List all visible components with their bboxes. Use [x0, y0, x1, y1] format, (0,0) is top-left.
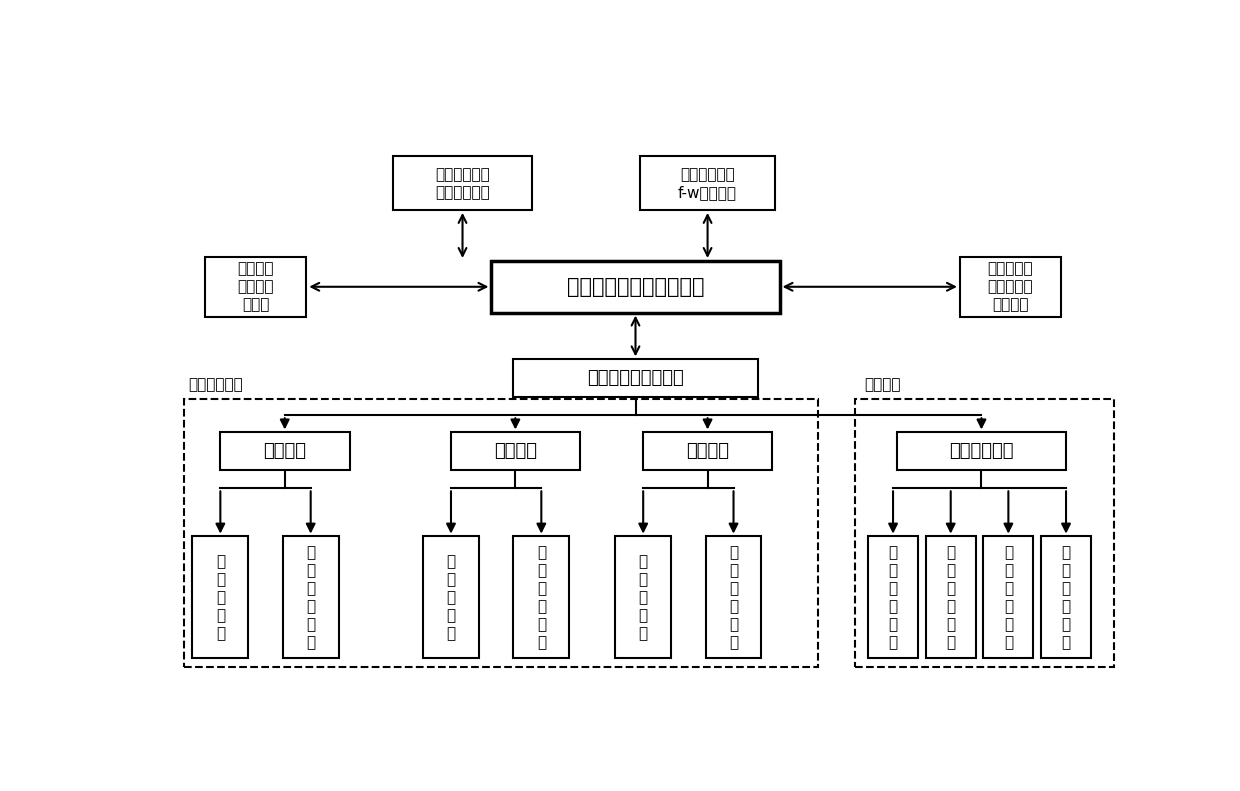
FancyBboxPatch shape — [640, 157, 775, 210]
FancyBboxPatch shape — [423, 536, 479, 658]
FancyBboxPatch shape — [393, 157, 532, 210]
Text: 监
测
传
感
器: 监 测 传 感 器 — [216, 554, 224, 641]
FancyBboxPatch shape — [868, 536, 918, 658]
Text: 监
测
传
感
器: 监 测 传 感 器 — [639, 554, 647, 641]
Bar — [854, 399, 1114, 668]
FancyBboxPatch shape — [1042, 536, 1091, 658]
FancyBboxPatch shape — [706, 536, 761, 658]
FancyBboxPatch shape — [926, 536, 976, 658]
FancyBboxPatch shape — [283, 536, 339, 658]
Text: 通风系统
参数的动
态显示: 通风系统 参数的动 态显示 — [238, 261, 274, 312]
Text: 元胞自动机的
调节分支选择: 元胞自动机的 调节分支选择 — [435, 167, 490, 200]
FancyBboxPatch shape — [898, 433, 1065, 470]
Text: 风机部分: 风机部分 — [864, 377, 900, 392]
Text: 工业以太网通信系统: 工业以太网通信系统 — [587, 369, 684, 387]
FancyBboxPatch shape — [642, 433, 773, 470]
FancyBboxPatch shape — [450, 433, 580, 470]
Text: 风机调节频率
f-w曲线查找: 风机调节频率 f-w曲线查找 — [678, 167, 737, 200]
Text: 监
测
传
感
器: 监 测 传 感 器 — [446, 554, 455, 641]
Text: 通
风
设
施
控
制: 通 风 设 施 控 制 — [537, 545, 546, 650]
Bar — [184, 399, 818, 668]
Text: 井下风网部分: 井下风网部分 — [188, 377, 243, 392]
Text: 通
风
参
数
监
测: 通 风 参 数 监 测 — [889, 545, 898, 650]
FancyBboxPatch shape — [219, 433, 350, 470]
Text: 风机监控分站: 风机监控分站 — [949, 442, 1014, 460]
Text: 通
风
设
施
控
制: 通 风 设 施 控 制 — [729, 545, 738, 650]
FancyBboxPatch shape — [192, 536, 248, 658]
Text: 通风系统智
能化调节的
超前模拟: 通风系统智 能化调节的 超前模拟 — [987, 261, 1033, 312]
FancyBboxPatch shape — [206, 257, 306, 316]
Text: 监控分站: 监控分站 — [263, 442, 306, 460]
Text: 风
机
频
率
调
节: 风 机 频 率 调 节 — [1061, 545, 1070, 650]
Text: 风
机
工
况
计
算: 风 机 工 况 计 算 — [1004, 545, 1013, 650]
FancyBboxPatch shape — [983, 536, 1033, 658]
Text: 监控分站: 监控分站 — [494, 442, 537, 460]
Text: 通
风
设
施
控
制: 通 风 设 施 控 制 — [306, 545, 315, 650]
FancyBboxPatch shape — [513, 359, 758, 397]
Text: 监控分站: 监控分站 — [686, 442, 729, 460]
Text: 电
机
参
数
监
测: 电 机 参 数 监 测 — [946, 545, 955, 650]
Text: 通风系统智能化监控中心: 通风系统智能化监控中心 — [567, 277, 704, 297]
FancyBboxPatch shape — [960, 257, 1060, 316]
FancyBboxPatch shape — [491, 261, 780, 312]
FancyBboxPatch shape — [513, 536, 569, 658]
FancyBboxPatch shape — [615, 536, 671, 658]
